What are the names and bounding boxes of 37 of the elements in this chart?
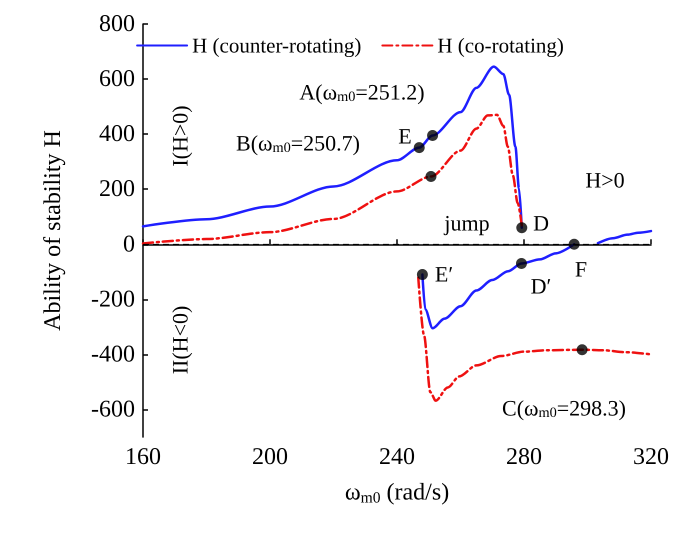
annotation: H>0 — [585, 168, 625, 192]
legend-label: H (counter-rotating) — [192, 34, 362, 58]
x-tick-label: 320 — [633, 444, 669, 470]
y-tick-label: 400 — [99, 121, 135, 148]
y-tick-label: 0 — [123, 231, 135, 258]
annotation: II(H<0) — [168, 306, 192, 374]
point — [416, 269, 428, 280]
y-tick-label: 200 — [99, 176, 135, 202]
annotation: C(ωm0=298.3) — [502, 396, 626, 421]
point — [568, 238, 580, 250]
point — [516, 222, 528, 234]
y-tick-label: -200 — [91, 286, 135, 312]
point — [576, 344, 588, 356]
y-tick-label: 800 — [99, 11, 135, 37]
x-tick-label: 280 — [506, 444, 542, 470]
annotation: E — [398, 124, 412, 148]
point — [427, 130, 438, 142]
x-tick-label: 160 — [125, 444, 161, 470]
y-tick-label: -400 — [91, 341, 135, 368]
point — [516, 258, 527, 270]
point — [425, 171, 436, 182]
annotation: I(H>0) — [168, 105, 192, 167]
x-tick-label: 240 — [379, 444, 415, 470]
annotation: B(ωm0=250.7) — [236, 130, 360, 156]
legend-label: H (co-rotating) — [437, 34, 564, 58]
point — [414, 142, 425, 154]
annotation: D — [533, 210, 549, 236]
annotation: D′ — [530, 274, 552, 298]
y-tick-label: 600 — [99, 66, 135, 92]
y-axis-title: Ability of stability H — [40, 130, 66, 331]
annotation: F — [574, 256, 588, 282]
annotation: A(ωm0=251.2) — [299, 80, 425, 105]
annotation: E′ — [434, 262, 454, 286]
y-tick-label: -600 — [91, 396, 135, 422]
x-tick-label: 200 — [252, 444, 288, 470]
line-series — [596, 230, 652, 244]
annotation: jump — [443, 210, 490, 236]
